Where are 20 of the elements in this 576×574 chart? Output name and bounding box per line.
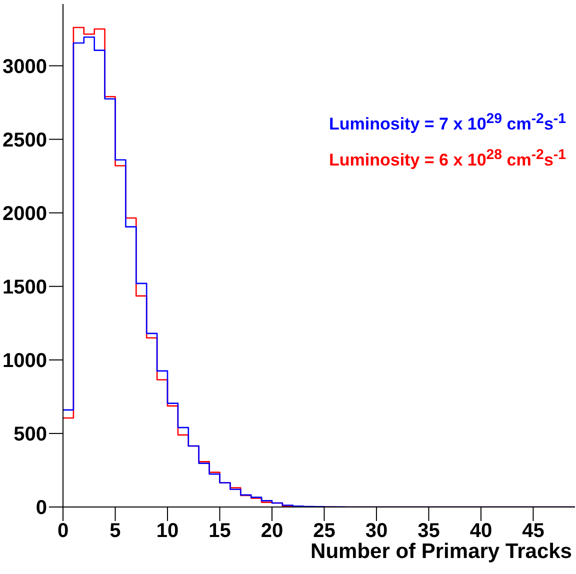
x-tick-label: 0 (57, 520, 69, 542)
y-tick-label: 500 (14, 424, 47, 446)
y-tick-label: 3000 (2, 56, 47, 78)
x-tick-label: 45 (522, 520, 544, 542)
text: Luminosity = 7 x 10$^{29}$ cm$^{-2}$s$^{-1}$ (328, 110, 566, 136)
x-axis-title: Number of Primary Tracks (310, 540, 572, 564)
x-tick-label: 30 (365, 520, 388, 542)
x-tick-label: 5 (110, 520, 121, 542)
x-tick-label: 10 (156, 520, 179, 542)
y-tick-label: 2000 (2, 202, 47, 225)
x-tick-label: 25 (313, 520, 336, 542)
y-tick-label: 2500 (2, 129, 47, 152)
x-tick-label: 40 (470, 520, 492, 542)
y-tick-label: 0 (36, 497, 47, 520)
text: Luminosity = 6 x 10$^{28}$ cm$^{-2}$s$^{-1}$ (328, 146, 566, 172)
x-tick-label: 15 (208, 520, 231, 542)
x-tick-label: 35 (418, 520, 440, 542)
y-tick-label: 1000 (2, 350, 47, 372)
x-tick-label: 20 (260, 520, 284, 542)
y-tick-label: 1500 (2, 276, 47, 298)
